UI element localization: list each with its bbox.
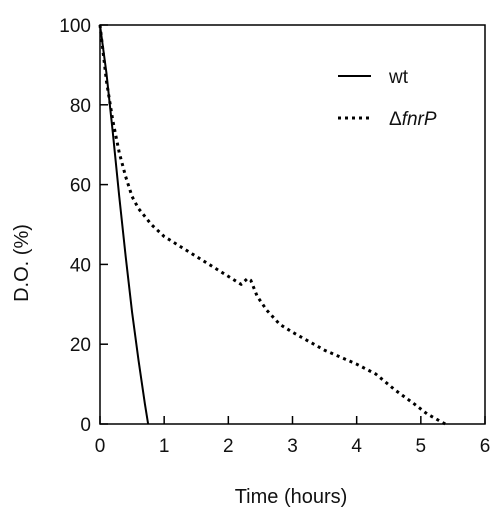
y-tick-label: 60 (70, 176, 91, 197)
legend-fnrp-gene: fnrP (402, 109, 437, 130)
x-axis-label: Time (hours) (235, 486, 348, 508)
legend-fnrp-label: ΔfnrP (389, 109, 437, 130)
series-fnrp-line (98, 24, 446, 426)
legend-fnrp-delta: Δ (389, 109, 402, 130)
legend: wt ΔfnrP (338, 67, 437, 130)
x-tick-label: 0 (95, 436, 106, 457)
x-tick-label: 5 (416, 436, 427, 457)
plot-frame (99, 24, 486, 425)
x-tick-label: 1 (159, 436, 170, 457)
x-tick-label: 2 (223, 436, 234, 457)
y-axis-label: D.O. (%) (11, 224, 33, 302)
y-tick-label: 0 (80, 415, 91, 436)
y-tick-label: 20 (70, 335, 91, 356)
y-tick-label: 40 (70, 255, 91, 276)
y-tick-label: 80 (70, 96, 91, 117)
x-tick-label: 6 (480, 436, 491, 457)
y-tick-label: 100 (59, 16, 91, 37)
series-wt-line (99, 24, 150, 425)
x-tick-label: 4 (351, 436, 362, 457)
plot-border (99, 24, 486, 425)
legend-wt-label: wt (388, 67, 409, 88)
series-layer (98, 24, 446, 426)
x-axis-ticks: 0 1 2 3 4 5 6 (95, 416, 491, 457)
x-tick-label: 3 (287, 436, 298, 457)
y-axis-ticks: 0 20 40 60 80 100 (59, 16, 108, 436)
